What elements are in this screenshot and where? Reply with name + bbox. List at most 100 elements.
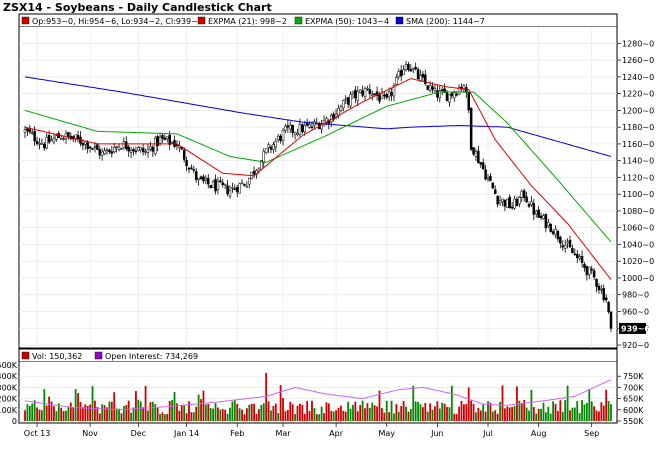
volume-bar	[395, 404, 398, 421]
price-panel	[18, 13, 618, 349]
candle-body	[595, 279, 598, 287]
price-tick-label: 1120~0	[622, 173, 654, 182]
sma200-legend-swatch	[395, 16, 404, 25]
volume-bar	[501, 385, 504, 421]
ema50-line	[24, 91, 612, 243]
volume-bar	[192, 412, 195, 421]
candle-body	[281, 130, 285, 142]
volume-bar	[72, 407, 75, 421]
volume-bar	[101, 404, 104, 421]
volume-bar	[460, 400, 463, 421]
volume-y-axis: 0 100K 200K 300K 400K 500K	[0, 361, 18, 426]
volume-legend-swatch	[21, 351, 30, 360]
candle-body	[332, 113, 335, 120]
price-tick-label: 920~0	[622, 341, 649, 350]
volume-bar	[159, 413, 161, 421]
volume-bar	[238, 408, 241, 421]
volume-bar	[402, 401, 405, 421]
volume-bar	[448, 407, 451, 421]
candle-body	[168, 134, 171, 145]
open-interest-legend-label: Open Interest: 734,269	[105, 352, 198, 361]
candle-body	[170, 142, 174, 144]
candle-body	[399, 70, 403, 77]
candle-body	[175, 144, 179, 147]
candle-body	[506, 198, 509, 208]
volume-bar	[477, 407, 480, 421]
volume-bar	[325, 402, 328, 421]
volume-bar	[224, 409, 227, 421]
volume-bar	[65, 410, 67, 421]
oi-tick-label: 650K	[623, 395, 644, 404]
volume-bar	[359, 405, 362, 421]
volume-legend: Vol: 150,362 Open Interest: 734,269	[19, 350, 617, 362]
volume-bar	[137, 399, 140, 421]
candle-body	[600, 288, 603, 291]
volume-bar	[236, 403, 239, 421]
candle-body	[156, 136, 159, 146]
candle-body	[566, 241, 569, 244]
volume-bar	[62, 411, 65, 421]
candle-body	[455, 93, 458, 96]
candle-body	[438, 90, 442, 98]
candle-body	[231, 187, 234, 189]
candle-body	[465, 87, 468, 93]
volume-bar	[407, 411, 410, 421]
candle-body	[185, 160, 188, 167]
volume-bar	[255, 413, 258, 421]
candle-body	[518, 196, 521, 205]
candle-body	[120, 148, 123, 150]
volume-bar	[405, 406, 407, 421]
volume-tick-label: 400K	[0, 372, 18, 381]
volume-bar	[89, 404, 92, 421]
volume-bar	[190, 412, 193, 421]
volume-bar	[226, 413, 229, 421]
candle-body	[510, 206, 514, 209]
candle-body	[424, 74, 427, 84]
candle-body	[202, 176, 205, 182]
price-tick-label: 1280~0	[622, 39, 654, 48]
volume-bar	[542, 402, 545, 421]
candle-body	[568, 240, 572, 248]
volume-bar	[279, 385, 282, 421]
candle-body	[361, 90, 364, 96]
volume-bar	[180, 405, 183, 421]
volume-bar	[45, 405, 48, 421]
candle-body	[532, 203, 536, 215]
candle-body	[47, 135, 51, 143]
volume-bar	[265, 372, 268, 421]
volume-bar	[371, 402, 374, 421]
volume-bar	[262, 403, 265, 421]
volume-bar	[347, 401, 350, 421]
sma200-line	[24, 76, 612, 157]
candle-body	[166, 136, 169, 139]
last-price-marker: 939~6	[619, 322, 650, 334]
price-tick-label: 1260~0	[622, 56, 654, 65]
volume-bar	[55, 411, 58, 421]
volume-bar	[60, 407, 63, 421]
volume-bar	[38, 409, 41, 421]
candle-body	[344, 98, 347, 101]
price-tick-label: 1180~0	[622, 123, 654, 132]
candle-body	[525, 196, 528, 203]
volume-bar	[361, 400, 364, 421]
candle-body	[419, 75, 422, 81]
candle-body	[551, 231, 555, 234]
candle-body	[443, 88, 446, 93]
candle-body	[527, 204, 531, 207]
volume-bars	[24, 372, 612, 421]
volume-bar	[525, 407, 528, 421]
volume-bar	[108, 401, 111, 421]
volume-bar	[81, 407, 84, 421]
candle-body	[431, 86, 434, 90]
candle-body	[428, 85, 432, 91]
volume-bar	[115, 408, 118, 421]
candle-body	[43, 143, 46, 149]
volume-bar	[231, 401, 234, 421]
volume-bar	[383, 412, 386, 421]
candle-body	[539, 215, 543, 218]
volume-tick-label: 0	[12, 417, 17, 426]
volume-bar	[585, 403, 588, 421]
candle-body	[354, 89, 357, 99]
date-tick-label: Jan 14	[173, 429, 199, 438]
ohlc-legend-label: Op:953~0, Hi:954~6, Lo:934~2, Cl:939~6	[32, 17, 203, 26]
